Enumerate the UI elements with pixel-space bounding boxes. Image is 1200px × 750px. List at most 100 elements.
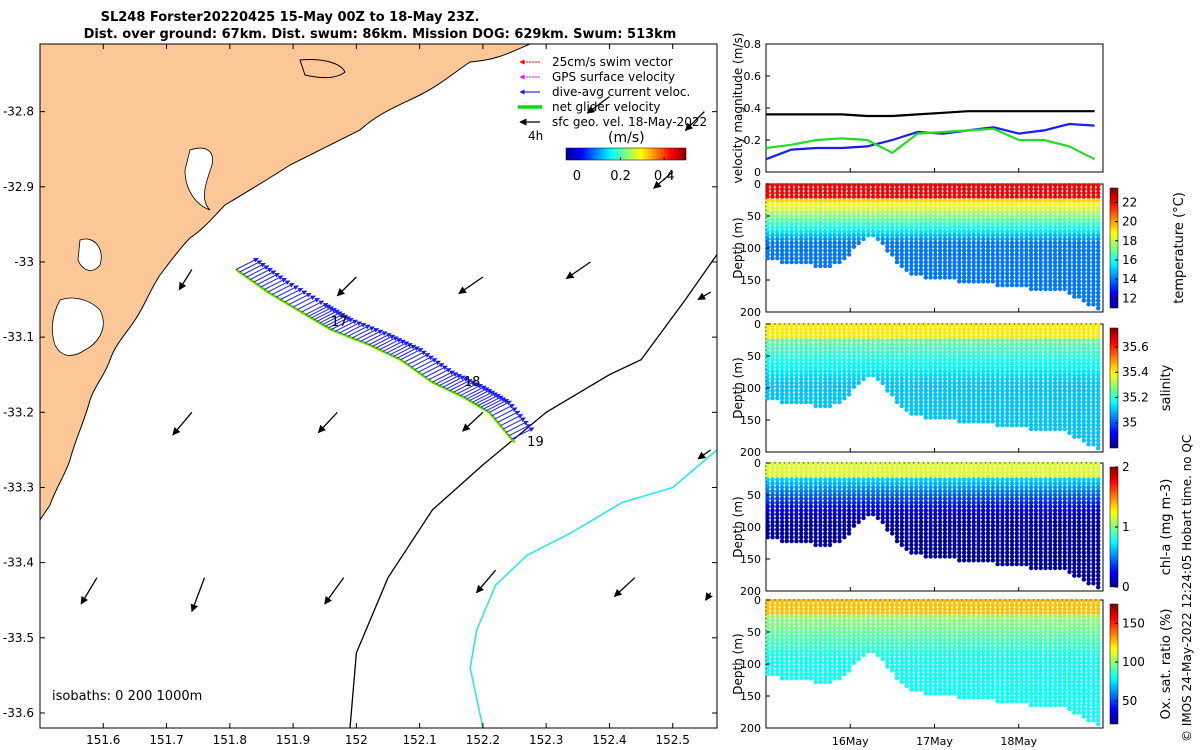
- section-sample-dot: [1033, 334, 1039, 339]
- section-sample-dot: [1086, 426, 1091, 432]
- section-sample-dot: [846, 469, 852, 475]
- section-sample-dot: [981, 369, 986, 374]
- section-sample-dot: [832, 221, 837, 226]
- section-sample-dot: [966, 546, 972, 551]
- section-sample-dot: [942, 481, 948, 486]
- section-sample-dot: [1043, 338, 1048, 343]
- section-sample-dot: [823, 190, 828, 196]
- section-sample-dot: [846, 236, 852, 242]
- section-sample-dot: [1009, 369, 1015, 374]
- section-sample-dot: [775, 186, 780, 192]
- section-sample-dot: [1024, 373, 1029, 378]
- section-sample-dot: [1005, 546, 1010, 551]
- section-sample-dot: [861, 508, 866, 513]
- section-sample-dot: [842, 233, 847, 238]
- section-sample-dot: [976, 373, 981, 378]
- section-sample-dot: [976, 350, 981, 355]
- section-sample-dot: [832, 346, 837, 351]
- section-sample-dot: [890, 376, 895, 382]
- section-sample-dot: [1057, 361, 1063, 366]
- section-sample-dot: [856, 217, 861, 222]
- section-sample-dot: [995, 542, 1000, 548]
- section-sample-dot: [971, 330, 976, 336]
- section-sample-dot: [875, 357, 881, 362]
- section-sample-dot: [784, 376, 789, 382]
- section-sample-dot: [976, 271, 981, 276]
- section-sample-dot: [933, 353, 938, 359]
- section-sample-dot: [875, 236, 881, 242]
- section-sample-dot: [827, 326, 833, 332]
- section-sample-dot: [808, 217, 813, 222]
- section-sample-dot: [1057, 240, 1063, 246]
- section-sample-dot: [985, 519, 991, 525]
- section-sample-dot: [1048, 323, 1053, 328]
- section-sample-dot: [770, 465, 775, 471]
- section-sample-dot: [937, 225, 943, 230]
- section-sample-dot: [1000, 462, 1005, 467]
- section-sample-dot: [770, 210, 775, 215]
- section-sample-dot: [890, 198, 895, 203]
- section-sample-dot: [1043, 259, 1048, 265]
- section-sample-dot: [866, 481, 871, 486]
- section-sample-dot: [1048, 462, 1053, 467]
- section-sample-dot: [794, 523, 799, 528]
- section-sample-dot: [914, 353, 919, 359]
- section-sample-dot: [1067, 334, 1072, 339]
- dive-avg-current-arrow: [463, 385, 487, 398]
- section-sample-dot: [856, 373, 861, 378]
- section-sample-dot: [985, 236, 991, 242]
- section-sample-dot: [1028, 477, 1034, 482]
- section-sample-dot: [813, 326, 818, 332]
- section-sample-dot: [799, 334, 804, 339]
- section-sample-dot: [846, 244, 852, 249]
- dive-avg-current-arrow: [360, 329, 384, 342]
- section-sample-dot: [1043, 481, 1048, 486]
- dive-avg-current-arrow: [311, 306, 334, 319]
- section-sample-dot: [1019, 492, 1024, 498]
- section-sample-dot: [914, 233, 919, 238]
- section-sample-dot: [995, 338, 1000, 343]
- section-sample-dot: [870, 485, 876, 490]
- section-sample-dot: [961, 496, 967, 501]
- section-sample-dot: [904, 380, 909, 386]
- section-sample-dot: [1028, 384, 1034, 389]
- section-sample-dot: [918, 485, 924, 490]
- section-sample-dot: [856, 369, 861, 374]
- section-sample-dot: [904, 256, 909, 261]
- section-sample-dot: [866, 357, 871, 362]
- section-sample-dot: [808, 527, 813, 532]
- section-sample-dot: [880, 500, 885, 505]
- section-sample-dot: [1033, 523, 1039, 528]
- section-sample-dot: [1043, 561, 1048, 567]
- section-sample-dot: [1028, 415, 1034, 420]
- section-sample-dot: [856, 489, 861, 494]
- section-sample-dot: [1091, 190, 1096, 196]
- section-sample-dot: [947, 267, 952, 272]
- section-sample-dot: [1057, 263, 1063, 269]
- section-sample-dot: [937, 263, 943, 269]
- section-sample-dot: [1038, 512, 1043, 517]
- section-sample-dot: [823, 538, 828, 544]
- section-sample-dot: [866, 186, 871, 192]
- section-sample-dot: [870, 202, 876, 207]
- section-sample-dot: [971, 399, 976, 405]
- section-sample-dot: [928, 515, 933, 521]
- section-sample-dot: [1038, 515, 1043, 521]
- section-sample-dot: [914, 519, 919, 525]
- section-sample-dot: [789, 229, 794, 234]
- section-sample-dot: [971, 419, 976, 424]
- section-sample-dot: [861, 365, 866, 370]
- section-sample-dot: [942, 473, 948, 478]
- section-sample-dot: [990, 217, 995, 222]
- section-sample-dot: [789, 515, 794, 521]
- section-sample-dot: [981, 221, 986, 226]
- section-sample-dot: [1019, 519, 1024, 525]
- section-sample-dot: [1038, 542, 1043, 548]
- section-sample-dot: [966, 342, 972, 347]
- section-sample-dot: [899, 508, 904, 513]
- section-sample-dot: [1048, 515, 1053, 521]
- section-sample-dot: [899, 392, 904, 397]
- section-sample-dot: [928, 240, 933, 246]
- section-sample-dot: [1000, 492, 1005, 498]
- section-sample-dot: [823, 365, 828, 370]
